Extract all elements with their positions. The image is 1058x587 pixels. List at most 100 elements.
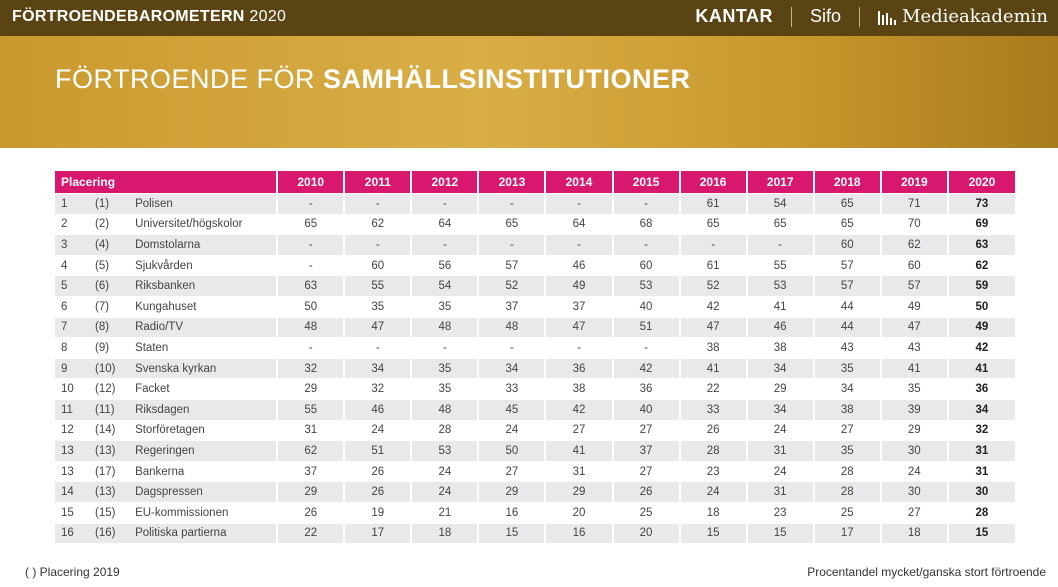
- value-cell: 31: [545, 460, 614, 482]
- value-cell: 32: [344, 378, 413, 400]
- previous-rank-cell: (4): [95, 234, 132, 256]
- value-cell: -: [344, 234, 413, 256]
- value-cell: 54: [411, 275, 480, 297]
- value-cell: 37: [478, 295, 547, 318]
- institution-name-cell: Kungahuset: [131, 295, 279, 318]
- rank-cell: 2: [55, 213, 96, 235]
- previous-rank-cell: (11): [95, 398, 132, 421]
- value-cell: 56: [411, 254, 480, 276]
- page-title-light: FÖRTROENDE FÖR: [55, 64, 316, 94]
- logo-group: KANTAR Sifo Medieakademin: [695, 6, 1048, 27]
- value-cell: 38: [813, 398, 882, 421]
- value-cell: 64: [545, 213, 614, 235]
- value-cell: 73: [947, 193, 1015, 215]
- table-row: 15 (15) EU-kommissionen 26 19 21 16 20 25 18 23 25 2…: [55, 501, 1015, 523]
- institution-name-cell: Bankerna: [131, 460, 279, 482]
- institution-name-cell: Svenska kyrkan: [131, 357, 279, 379]
- value-cell: 62: [344, 213, 413, 235]
- previous-rank-cell: (8): [95, 316, 132, 338]
- value-cell: -: [277, 337, 346, 359]
- value-cell: 49: [880, 295, 949, 318]
- value-cell: 24: [679, 481, 748, 503]
- value-cell: 48: [411, 398, 480, 421]
- rank-header: Placering: [55, 171, 279, 194]
- value-cell: 52: [679, 275, 748, 297]
- value-cell: 24: [746, 419, 815, 441]
- value-cell: 63: [947, 234, 1015, 256]
- value-cell: 53: [612, 275, 681, 297]
- year-header: 2015: [612, 171, 681, 194]
- value-cell: 29: [277, 481, 346, 503]
- year-header: 2017: [746, 171, 815, 194]
- value-cell: 37: [612, 440, 681, 462]
- trust-table: Placering 2010 2011 2012 2013 2014 2015 2016 20…: [55, 171, 1015, 544]
- value-cell: 16: [545, 522, 614, 544]
- institution-name-cell: Universitet/högskolor: [131, 213, 279, 235]
- value-cell: 47: [545, 316, 614, 338]
- value-cell: -: [679, 234, 748, 256]
- value-cell: 39: [880, 398, 949, 421]
- table-row: 13 (13) Regeringen 62 51 53 50 41 37 28 31 35 30 31: [55, 440, 1015, 462]
- value-cell: 40: [612, 398, 681, 421]
- value-cell: 28: [411, 419, 480, 441]
- value-cell: -: [478, 193, 547, 215]
- top-bar: FÖRTROENDEBAROMETERN 2020 KANTAR Sifo Me…: [0, 0, 1058, 36]
- rank-cell: 6: [55, 295, 96, 318]
- value-cell: -: [411, 337, 480, 359]
- previous-rank-cell: (7): [95, 295, 132, 318]
- value-cell: 31: [746, 481, 815, 503]
- value-cell: 48: [478, 316, 547, 338]
- sifo-logo: Sifo: [809, 6, 842, 26]
- institution-name-cell: Dagspressen: [131, 481, 279, 503]
- previous-rank-cell: (12): [95, 378, 132, 400]
- value-cell: 27: [813, 419, 882, 441]
- value-cell: 32: [947, 419, 1015, 441]
- value-cell: 22: [679, 378, 748, 400]
- value-cell: 35: [880, 378, 949, 400]
- value-cell: 43: [813, 337, 882, 359]
- value-cell: 17: [813, 522, 882, 544]
- value-cell: 62: [277, 440, 346, 462]
- value-cell: 26: [679, 419, 748, 441]
- value-cell: 38: [545, 378, 614, 400]
- footnote-percentage: Procentandel mycket/ganska stort förtroe…: [807, 565, 1046, 579]
- value-cell: 46: [746, 316, 815, 338]
- previous-rank-cell: (13): [95, 481, 132, 503]
- value-cell: 34: [746, 357, 815, 379]
- institution-name-cell: Riksbanken: [131, 275, 279, 297]
- brand-year: 2020: [249, 8, 287, 25]
- value-cell: 68: [612, 213, 681, 235]
- institution-name-cell: Storföretagen: [131, 419, 279, 441]
- value-cell: 36: [545, 357, 614, 379]
- value-cell: -: [478, 337, 547, 359]
- value-cell: 42: [612, 357, 681, 379]
- value-cell: 20: [612, 522, 681, 544]
- rank-cell: 8: [55, 337, 96, 359]
- institution-name-cell: Politiska partierna: [131, 522, 279, 544]
- value-cell: 29: [478, 481, 547, 503]
- value-cell: 30: [880, 481, 949, 503]
- value-cell: 18: [679, 501, 748, 523]
- table-row: 11 (11) Riksdagen 55 46 48 45 42 40 33 34 38 39 34: [55, 398, 1015, 421]
- rank-cell: 3: [55, 234, 96, 256]
- value-cell: 44: [813, 295, 882, 318]
- value-cell: 20: [545, 501, 614, 523]
- footnote-placement: ( ) Placering 2019: [25, 565, 120, 579]
- value-cell: 35: [344, 295, 413, 318]
- table-row: 1 (1) Polisen - - - - - -61 54 65 71 73: [55, 193, 1015, 215]
- value-cell: 55: [344, 275, 413, 297]
- value-cell: 26: [344, 460, 413, 482]
- value-cell: 22: [277, 522, 346, 544]
- value-cell: 57: [813, 275, 882, 297]
- table-row: 8 (9) Staten - - - - - -38 38 43 43 42: [55, 337, 1015, 359]
- brand-title: FÖRTROENDEBAROMETERN 2020: [12, 8, 286, 26]
- value-cell: 50: [478, 440, 547, 462]
- table-row: 3 (4) Domstolarna - - - - - - - -60 62 63: [55, 234, 1015, 256]
- value-cell: 46: [344, 398, 413, 421]
- value-cell: -: [545, 234, 614, 256]
- value-cell: 29: [880, 419, 949, 441]
- value-cell: 29: [746, 378, 815, 400]
- value-cell: 57: [478, 254, 547, 276]
- value-cell: 51: [344, 440, 413, 462]
- value-cell: 34: [478, 357, 547, 379]
